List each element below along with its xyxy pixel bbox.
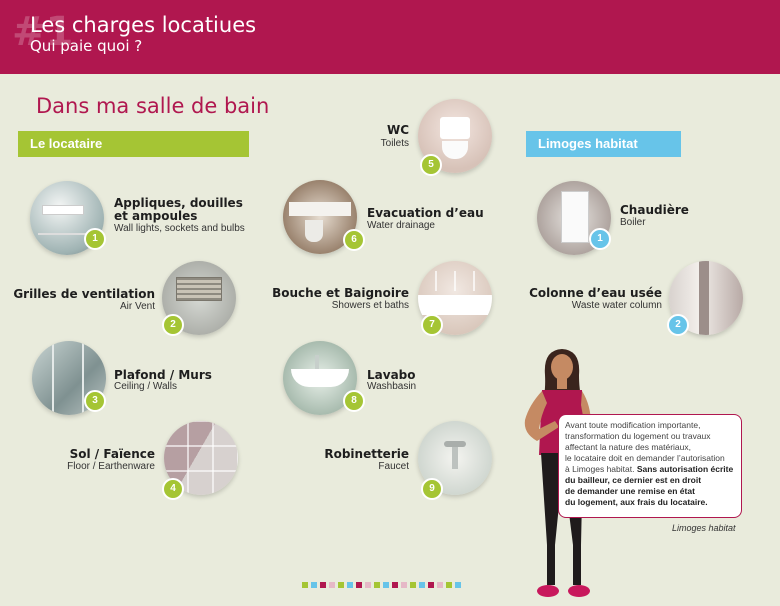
page-subtitle: Qui paie quoi ?: [30, 37, 143, 55]
item-number-badge: 8: [343, 390, 365, 412]
item-title: Lavabo: [367, 368, 416, 382]
item-number-badge: 2: [667, 314, 689, 336]
item-title: Colonne d’eau usée: [529, 286, 662, 300]
bubble-line: le locataire doit en demander l’autorisa…: [565, 453, 725, 463]
tenant-tag: Le locataire: [18, 131, 249, 157]
item-subtitle: Ceiling / Walls: [114, 381, 177, 392]
bubble-line: à Limoges habitat.: [565, 464, 635, 474]
landlord-tag: Limoges habitat: [526, 131, 681, 157]
bubble-warning: du logement, aux frais du locataire.: [565, 497, 708, 507]
item-subtitle: Washbasin: [367, 381, 417, 392]
item-number-badge: 1: [84, 228, 106, 250]
item-title: Sol / Faïence: [69, 447, 155, 461]
item-number-badge: 4: [162, 478, 184, 500]
section-number: #1: [12, 9, 74, 55]
bubble-line: Avant toute modification importante,: [565, 420, 701, 430]
item-subtitle: Toilets: [380, 138, 409, 149]
item-subtitle: Wall lights, sockets and bulbs: [114, 223, 245, 234]
item-number-badge: 5: [420, 154, 442, 176]
item-subtitle: Waste water column: [571, 300, 662, 311]
toilet-image: [418, 99, 492, 173]
page-title: Les charges locatiues: [30, 13, 257, 37]
decorative-dots: [302, 575, 464, 593]
info-speech-bubble: Avant toute modification importante, tra…: [558, 414, 742, 518]
item-number-badge: 9: [421, 478, 443, 500]
bubble-line: affectant la nature des matériaux,: [565, 442, 692, 452]
header-banner: #1 Les charges locatiues Qui paie quoi ?: [0, 0, 780, 74]
woman-illustration: [524, 349, 591, 597]
bubble-warning: Sans autorisation écrite: [636, 464, 734, 474]
item-number-badge: 7: [421, 314, 443, 336]
section-title: Dans ma salle de bain: [36, 94, 270, 118]
item-title: WC: [386, 123, 409, 137]
bubble-warning: du bailleur, ce dernier est en droit: [565, 475, 702, 485]
item-subtitle: Water drainage: [367, 220, 435, 231]
item-number-badge: 1: [589, 228, 611, 250]
item-subtitle: Boiler: [620, 217, 646, 228]
bathtub-image: [418, 261, 492, 335]
item-subtitle: Floor / Earthenware: [67, 461, 155, 472]
item-subtitle: Showers et baths: [331, 300, 409, 311]
item-subtitle: Air Vent: [119, 301, 155, 312]
item-title: Evacuation d’eau: [367, 206, 484, 220]
bubble-line: transformation du logement ou travaux: [565, 431, 711, 441]
item-subtitle: Faucet: [378, 461, 409, 472]
bubble-warning: de demander une remise en état: [565, 486, 695, 496]
item-title: Grilles de ventilation: [13, 287, 155, 301]
item-title: Robinetterie: [324, 447, 409, 461]
item-title: Plafond / Murs: [114, 368, 212, 382]
item-title: et ampoules: [114, 209, 198, 223]
credit-text: Limoges habitat: [672, 523, 736, 533]
item-number-badge: 6: [343, 229, 365, 251]
item-number-badge: 2: [162, 314, 184, 336]
item-number-badge: 3: [84, 390, 106, 412]
item-title: Appliques, douilles: [114, 196, 243, 210]
water-drain-image: [283, 180, 357, 254]
item-title: Chaudière: [620, 203, 689, 217]
item-title: Bouche et Baignoire: [272, 286, 409, 300]
